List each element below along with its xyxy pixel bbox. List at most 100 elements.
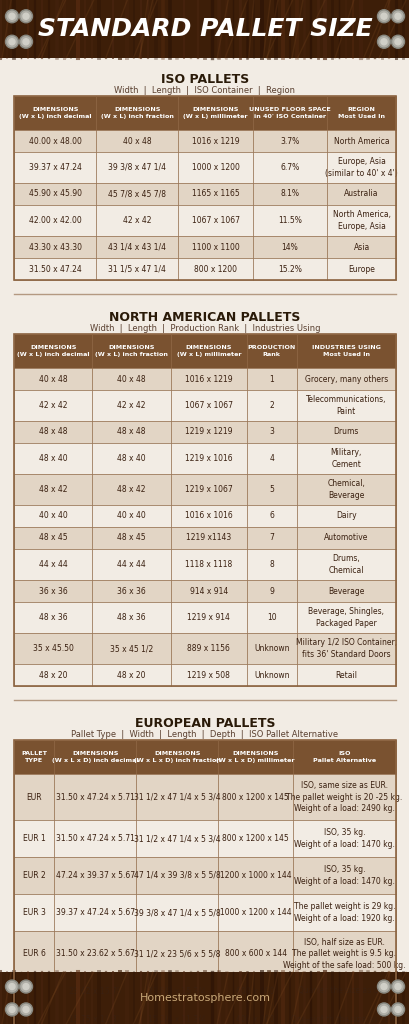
Circle shape bbox=[394, 984, 400, 989]
Bar bbox=[178, 205, 252, 236]
Text: 40 x 48: 40 x 48 bbox=[117, 375, 146, 384]
Circle shape bbox=[5, 35, 18, 48]
Bar bbox=[296, 633, 395, 664]
Text: Automotive: Automotive bbox=[324, 534, 368, 543]
Text: DIMENSIONS
(W x L x D) inch decimal: DIMENSIONS (W x L x D) inch decimal bbox=[52, 752, 138, 763]
Text: 14%: 14% bbox=[281, 243, 298, 252]
Bar bbox=[246, 334, 296, 368]
Text: DIMENSIONS
(W x L x D) inch fraction: DIMENSIONS (W x L x D) inch fraction bbox=[134, 752, 220, 763]
Circle shape bbox=[20, 1002, 32, 1016]
Bar bbox=[218, 931, 292, 977]
Bar bbox=[14, 527, 92, 549]
Text: 48 x 45: 48 x 45 bbox=[39, 534, 67, 543]
Bar bbox=[296, 390, 395, 421]
Text: Europe, Asia
(similar to 40' x 4'): Europe, Asia (similar to 40' x 4') bbox=[324, 158, 397, 177]
Text: DIMENSIONS
(W x L) millimeter: DIMENSIONS (W x L) millimeter bbox=[183, 108, 247, 119]
Text: Military 1/2 ISO Container;
fits 36' Standard Doors: Military 1/2 ISO Container; fits 36' Sta… bbox=[295, 638, 396, 658]
Bar bbox=[14, 258, 96, 280]
Text: 1000 x 1200 x 144: 1000 x 1200 x 144 bbox=[219, 908, 291, 918]
Text: 1219 x 914: 1219 x 914 bbox=[187, 613, 230, 622]
Circle shape bbox=[5, 980, 18, 993]
Bar bbox=[170, 602, 246, 633]
Text: 2: 2 bbox=[269, 401, 274, 410]
Text: 6: 6 bbox=[269, 512, 274, 520]
Text: DIMENSIONS
(W x L) millimeter: DIMENSIONS (W x L) millimeter bbox=[176, 345, 240, 356]
Text: North America,
Europe, Asia: North America, Europe, Asia bbox=[332, 211, 390, 230]
Bar bbox=[178, 258, 252, 280]
Bar bbox=[92, 474, 170, 505]
Text: 48 x 40: 48 x 40 bbox=[117, 454, 146, 463]
Bar bbox=[170, 505, 246, 527]
Text: 7: 7 bbox=[269, 534, 274, 543]
Text: 48 x 20: 48 x 20 bbox=[117, 671, 145, 680]
Bar bbox=[14, 474, 92, 505]
Bar bbox=[136, 774, 218, 820]
Bar bbox=[252, 130, 326, 152]
Bar bbox=[92, 633, 170, 664]
Text: Australia: Australia bbox=[344, 189, 378, 199]
Text: 600 x 400: 600 x 400 bbox=[236, 986, 274, 995]
Circle shape bbox=[394, 13, 400, 19]
Bar bbox=[218, 977, 292, 1005]
Bar bbox=[54, 894, 136, 931]
Bar bbox=[136, 857, 218, 894]
Bar bbox=[296, 527, 395, 549]
Text: 48 x 36: 48 x 36 bbox=[117, 613, 146, 622]
Text: 48 x 42: 48 x 42 bbox=[39, 485, 67, 494]
Text: ISO, 35 kg.
Weight of a load: 1470 kg.: ISO, 35 kg. Weight of a load: 1470 kg. bbox=[293, 865, 394, 886]
Text: 4: 4 bbox=[269, 454, 274, 463]
Bar bbox=[92, 664, 170, 686]
Text: The pallet weight is 29 kg.
Weight of a load: 1920 kg.: The pallet weight is 29 kg. Weight of a … bbox=[293, 902, 394, 923]
Circle shape bbox=[377, 35, 389, 48]
Text: 31.50 x 47.24: 31.50 x 47.24 bbox=[29, 264, 81, 273]
Text: 15 3/4 x 11 3/4: 15 3/4 x 11 3/4 bbox=[148, 1015, 206, 1024]
Bar bbox=[14, 857, 54, 894]
Text: EUR 1: EUR 1 bbox=[22, 834, 45, 843]
Bar bbox=[54, 774, 136, 820]
Bar bbox=[14, 820, 54, 857]
Text: 42 x 42: 42 x 42 bbox=[117, 401, 145, 410]
Bar bbox=[92, 505, 170, 527]
Text: 1219 x1143: 1219 x1143 bbox=[186, 534, 231, 543]
Circle shape bbox=[21, 1005, 31, 1015]
Text: 400 x 300: 400 x 300 bbox=[236, 1015, 274, 1024]
Text: 1219 x 508: 1219 x 508 bbox=[187, 671, 230, 680]
Text: 6.7%: 6.7% bbox=[280, 163, 299, 172]
Text: 9: 9 bbox=[269, 587, 274, 596]
Bar bbox=[136, 1005, 218, 1024]
Bar bbox=[14, 931, 54, 977]
Bar bbox=[292, 931, 395, 977]
Bar bbox=[246, 368, 296, 390]
Bar bbox=[170, 368, 246, 390]
Bar bbox=[296, 334, 395, 368]
Text: 47 1/4 x 39 3/8 x 5 5/8: 47 1/4 x 39 3/8 x 5 5/8 bbox=[134, 871, 220, 880]
Text: 1016 x 1016: 1016 x 1016 bbox=[184, 512, 232, 520]
Circle shape bbox=[392, 982, 402, 991]
Bar bbox=[14, 505, 92, 527]
Bar bbox=[14, 334, 92, 368]
Circle shape bbox=[7, 37, 17, 47]
Text: 31 1/5 x 47 1/4: 31 1/5 x 47 1/4 bbox=[108, 264, 166, 273]
Bar bbox=[14, 602, 92, 633]
Text: UNUSED FLOOR SPACE
in 40' ISO Container: UNUSED FLOOR SPACE in 40' ISO Container bbox=[249, 108, 330, 119]
Circle shape bbox=[23, 984, 29, 989]
Text: 43 1/4 x 43 1/4: 43 1/4 x 43 1/4 bbox=[108, 243, 166, 252]
Text: Retail: Retail bbox=[335, 671, 357, 680]
Bar bbox=[292, 820, 395, 857]
Bar bbox=[246, 390, 296, 421]
Text: 1219 x 1219: 1219 x 1219 bbox=[184, 427, 232, 436]
Bar bbox=[14, 580, 92, 602]
Text: 800 x 600 x 144: 800 x 600 x 144 bbox=[224, 949, 286, 958]
Bar bbox=[252, 152, 326, 183]
Circle shape bbox=[7, 11, 17, 22]
Bar bbox=[326, 205, 395, 236]
Bar bbox=[92, 334, 170, 368]
Bar bbox=[136, 820, 218, 857]
Text: Asia: Asia bbox=[353, 243, 369, 252]
Bar bbox=[14, 390, 92, 421]
Text: 48 x 48: 48 x 48 bbox=[117, 427, 145, 436]
Text: 1: 1 bbox=[269, 375, 274, 384]
Bar bbox=[246, 549, 296, 580]
Text: 1100 x 1100: 1100 x 1100 bbox=[191, 243, 239, 252]
Text: 39.37 x 47.24 x 5.67: 39.37 x 47.24 x 5.67 bbox=[56, 908, 135, 918]
